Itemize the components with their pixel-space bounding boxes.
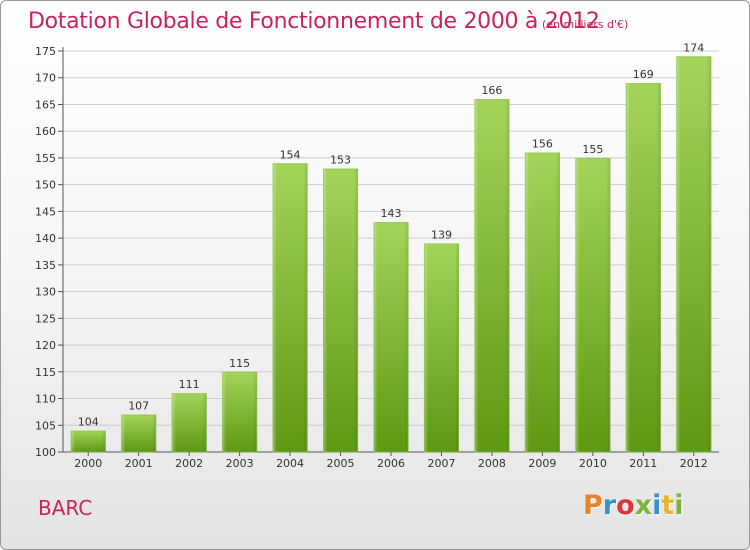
bar-shade bbox=[121, 414, 157, 452]
y-tick-label: 110 bbox=[35, 393, 56, 406]
x-tick-label: 2004 bbox=[276, 457, 304, 470]
bar-shade bbox=[423, 243, 459, 452]
data-label: 107 bbox=[128, 400, 149, 413]
bar-outline bbox=[171, 393, 207, 453]
bar-outline bbox=[423, 243, 459, 453]
y-tick-label: 150 bbox=[35, 179, 56, 192]
x-tick-label: 2005 bbox=[327, 457, 355, 470]
data-label: 166 bbox=[481, 84, 502, 97]
bar-outline bbox=[474, 99, 510, 453]
bar-shade bbox=[70, 430, 106, 452]
bar-outline bbox=[323, 168, 359, 453]
axes: 100 105 110 115 120 125 130 135 140 145 150 155 160 1… bbox=[35, 45, 719, 470]
y-tick-label: 170 bbox=[35, 72, 56, 85]
x-tick-label: 2009 bbox=[528, 457, 556, 470]
x-tick-label: 2006 bbox=[377, 457, 405, 470]
x-tick-label: 2011 bbox=[629, 457, 657, 470]
chart-unit: (en milliers d'€) bbox=[542, 18, 629, 31]
proxiti-logo: Proxiti bbox=[583, 490, 684, 521]
logo-letter: r bbox=[602, 490, 617, 521]
logo-letter: t bbox=[661, 490, 675, 521]
y-tick-label: 120 bbox=[35, 339, 56, 352]
bars bbox=[70, 56, 712, 453]
commune-name: BARC bbox=[38, 496, 93, 520]
data-label: 111 bbox=[179, 378, 200, 391]
logo-letter: P bbox=[583, 490, 603, 521]
bar-outline bbox=[222, 371, 258, 453]
y-tick-label: 175 bbox=[35, 45, 56, 58]
data-label: 174 bbox=[683, 41, 704, 54]
bar-shade bbox=[575, 157, 611, 452]
y-tick-label: 165 bbox=[35, 98, 56, 111]
data-label: 115 bbox=[229, 357, 250, 370]
x-tick-label: 2001 bbox=[125, 457, 153, 470]
bar-shade bbox=[524, 152, 560, 452]
bar-outline bbox=[121, 414, 157, 453]
y-tick-label: 160 bbox=[35, 125, 56, 138]
x-tick-label: 2003 bbox=[226, 457, 254, 470]
logo-letter: o bbox=[616, 490, 635, 521]
chart-title: Dotation Globale de Fonctionnement de 20… bbox=[28, 9, 600, 34]
bar-shade bbox=[272, 163, 308, 452]
bar-outline bbox=[625, 83, 661, 453]
y-tick-label: 130 bbox=[35, 286, 56, 299]
x-tick-label: 2002 bbox=[175, 457, 203, 470]
bar-shade bbox=[625, 83, 661, 452]
bar-shade bbox=[323, 168, 359, 453]
data-label: 139 bbox=[431, 228, 452, 241]
y-tick-label: 125 bbox=[35, 312, 56, 325]
bar-outline bbox=[575, 157, 611, 453]
bar-outline bbox=[272, 163, 308, 453]
bar-outline bbox=[70, 430, 106, 453]
logo-letter: x bbox=[634, 490, 653, 521]
data-label: 104 bbox=[78, 416, 99, 429]
logo-letter: i bbox=[652, 490, 662, 521]
data-label: 143 bbox=[381, 207, 402, 220]
x-tick-label: 2008 bbox=[478, 457, 506, 470]
bar-shade bbox=[474, 99, 510, 453]
bar-outline bbox=[524, 152, 560, 453]
y-tick-label: 155 bbox=[35, 152, 56, 165]
data-label: 169 bbox=[633, 68, 654, 81]
y-tick-label: 105 bbox=[35, 419, 56, 432]
x-tick-label: 2012 bbox=[680, 457, 708, 470]
x-tick-label: 2000 bbox=[74, 457, 102, 470]
bar-shade bbox=[676, 56, 712, 452]
y-tick-label: 145 bbox=[35, 205, 56, 218]
y-tick-label: 115 bbox=[35, 366, 56, 379]
y-tick-label: 100 bbox=[35, 446, 56, 459]
logo-letter: i bbox=[674, 490, 684, 521]
bar-shade bbox=[373, 222, 409, 452]
y-tick-label: 140 bbox=[35, 232, 56, 245]
data-label: 154 bbox=[280, 148, 301, 161]
bar-shade bbox=[222, 371, 258, 452]
bar-outline bbox=[676, 56, 712, 453]
data-label: 155 bbox=[582, 143, 603, 156]
data-label: 153 bbox=[330, 154, 351, 167]
x-tick-label: 2010 bbox=[579, 457, 607, 470]
bar-shade bbox=[171, 393, 207, 452]
data-label: 156 bbox=[532, 138, 553, 151]
bar-outline bbox=[373, 222, 409, 453]
y-tick-label: 135 bbox=[35, 259, 56, 272]
data-labels: 104 107 111 115 154 153 143 139 166 156 155 169 174 bbox=[78, 41, 705, 428]
x-tick-label: 2007 bbox=[427, 457, 455, 470]
